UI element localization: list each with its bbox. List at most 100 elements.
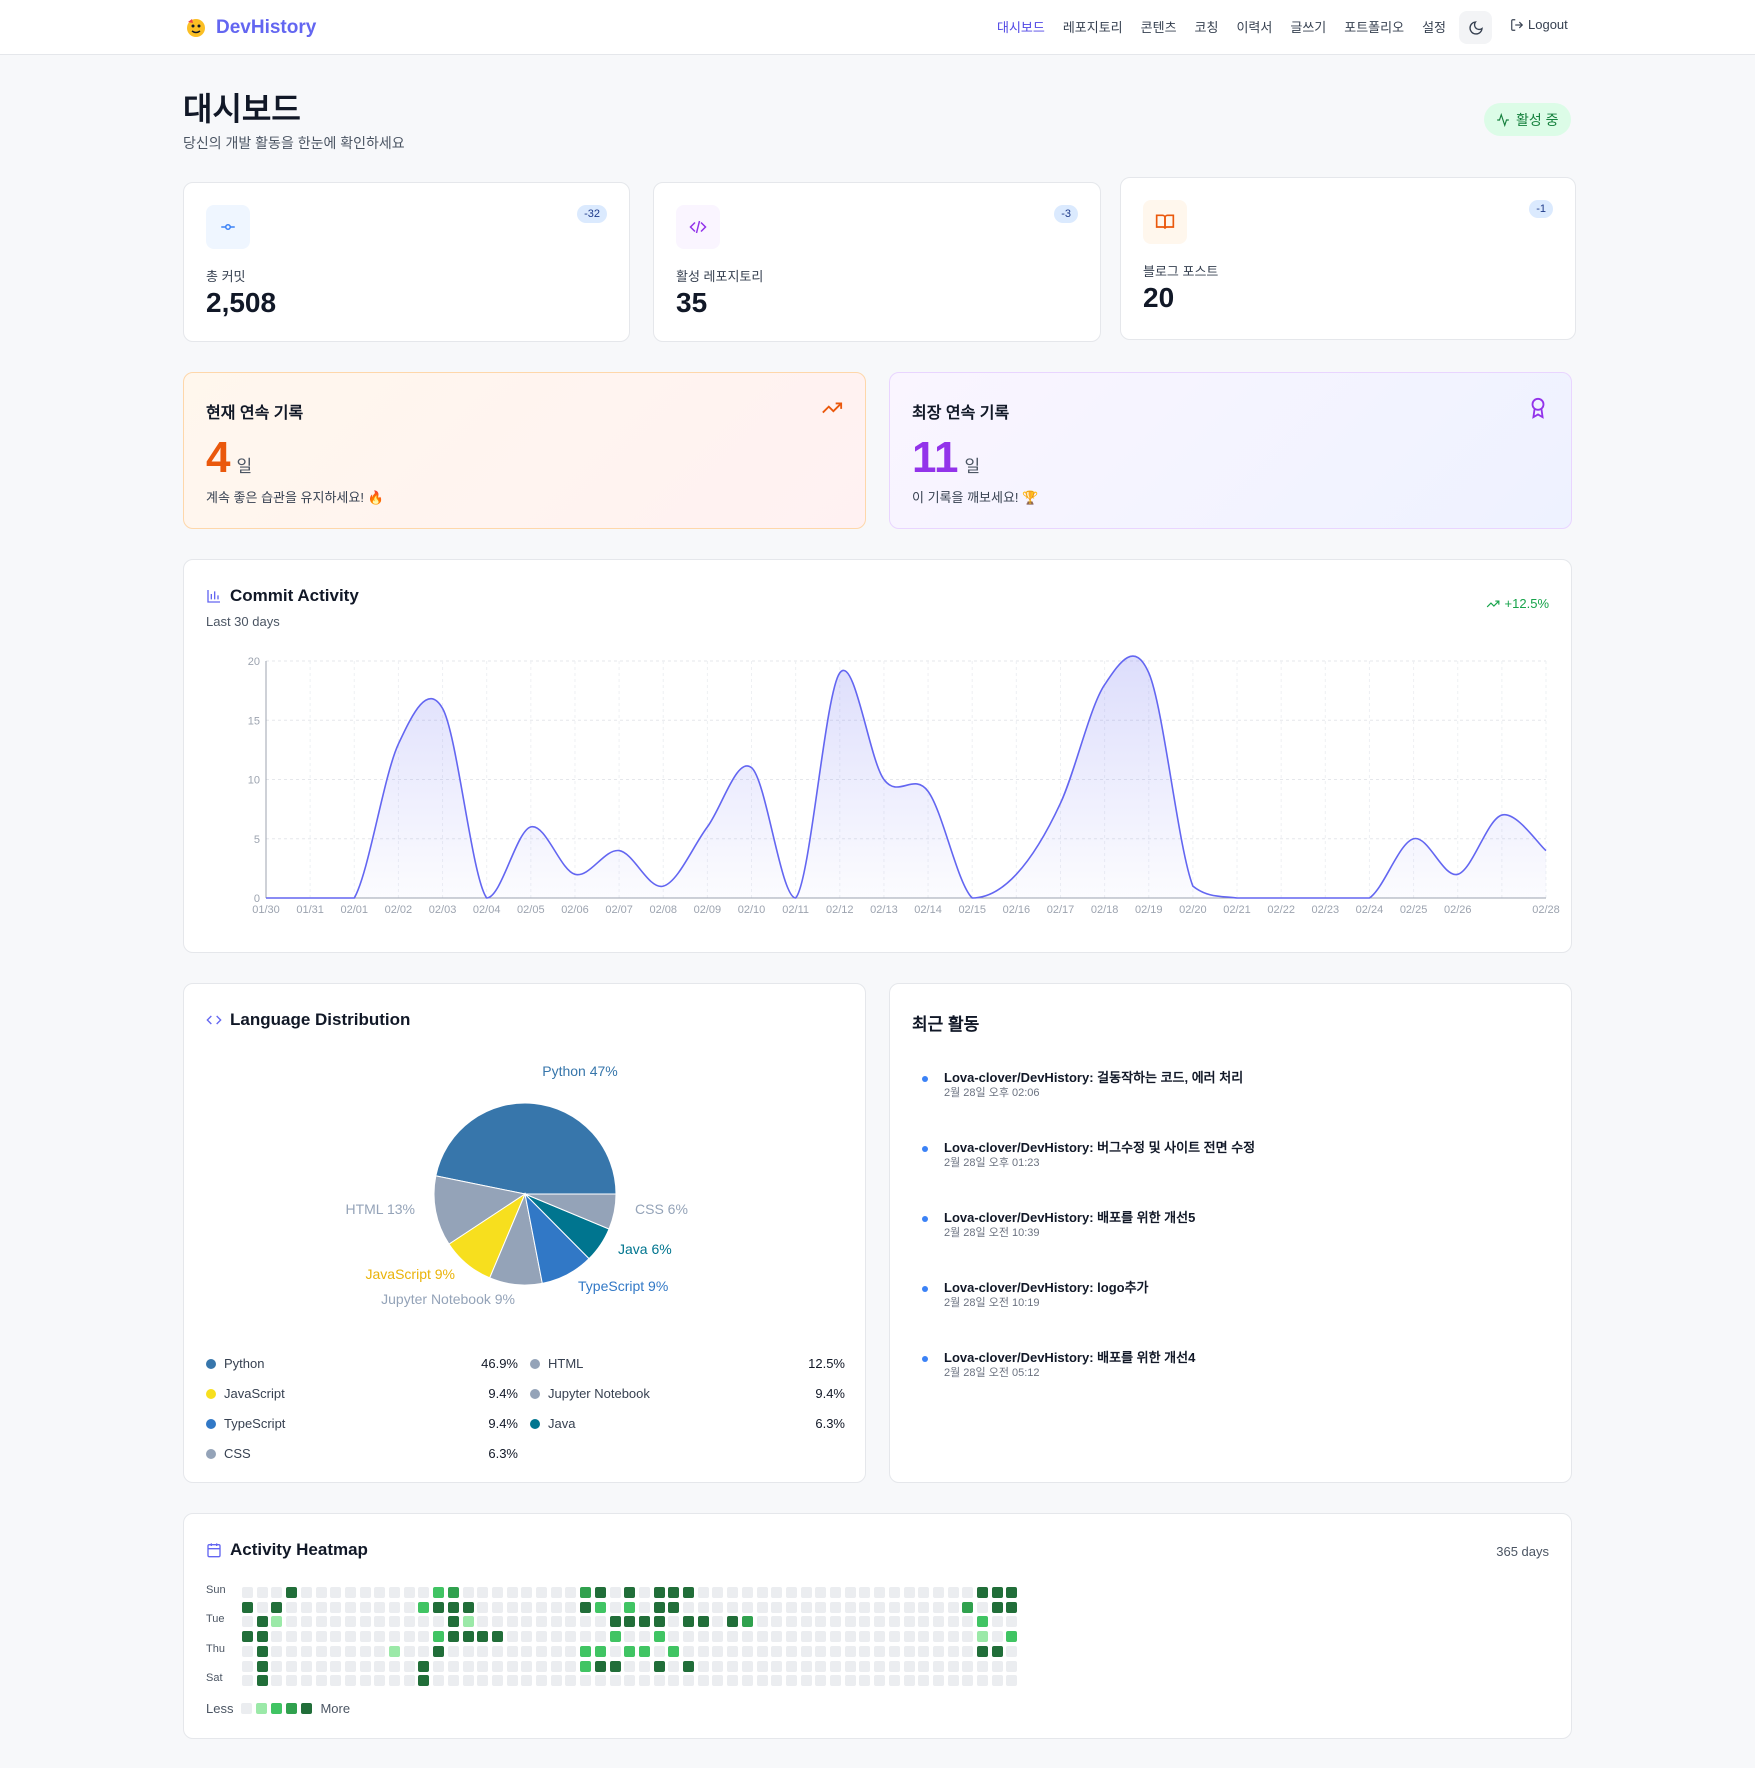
heatmap-cell[interactable] [712, 1601, 724, 1613]
heatmap-cell[interactable] [771, 1587, 783, 1598]
heatmap-cell[interactable] [521, 1601, 533, 1613]
heatmap-cell[interactable] [594, 1616, 606, 1628]
heatmap-cell[interactable] [800, 1601, 812, 1613]
heatmap-cell[interactable] [874, 1587, 886, 1598]
heatmap-cell[interactable] [991, 1660, 1003, 1672]
heatmap-cell[interactable] [359, 1645, 371, 1657]
heatmap-cell[interactable] [609, 1601, 621, 1613]
heatmap-cell[interactable] [815, 1645, 827, 1657]
heatmap-cell[interactable] [903, 1601, 915, 1613]
heatmap-cell[interactable] [727, 1645, 739, 1657]
heatmap-cell[interactable] [785, 1645, 797, 1657]
heatmap-cell[interactable] [741, 1660, 753, 1672]
heatmap-cell[interactable] [888, 1631, 900, 1643]
heatmap-cell[interactable] [256, 1660, 268, 1672]
heatmap-cell[interactable] [962, 1675, 974, 1687]
heatmap-cell[interactable] [991, 1587, 1003, 1598]
heatmap-cell[interactable] [991, 1645, 1003, 1657]
heatmap-cell[interactable] [433, 1660, 445, 1672]
heatmap-cell[interactable] [918, 1587, 930, 1598]
heatmap-cell[interactable] [741, 1616, 753, 1628]
heatmap-cell[interactable] [565, 1645, 577, 1657]
heatmap-cell[interactable] [697, 1601, 709, 1613]
heatmap-cell[interactable] [491, 1587, 503, 1598]
heatmap-cell[interactable] [433, 1601, 445, 1613]
heatmap-cell[interactable] [565, 1616, 577, 1628]
heatmap-cell[interactable] [859, 1587, 871, 1598]
heatmap-cell[interactable] [962, 1631, 974, 1643]
heatmap-cell[interactable] [683, 1587, 694, 1598]
heatmap-cell[interactable] [491, 1616, 503, 1628]
heatmap-cell[interactable] [815, 1616, 827, 1628]
heatmap-cell[interactable] [888, 1587, 900, 1598]
heatmap-cell[interactable] [638, 1601, 650, 1613]
heatmap-cell[interactable] [683, 1675, 694, 1687]
heatmap-cell[interactable] [374, 1675, 386, 1687]
heatmap-cell[interactable] [756, 1675, 768, 1687]
heatmap-cell[interactable] [359, 1587, 371, 1598]
heatmap-cell[interactable] [653, 1601, 665, 1613]
heatmap-cell[interactable] [344, 1601, 356, 1613]
heatmap-cell[interactable] [991, 1616, 1003, 1628]
heatmap-cell[interactable] [815, 1601, 827, 1613]
heatmap-cell[interactable] [315, 1675, 327, 1687]
heatmap-cell[interactable] [550, 1601, 562, 1613]
heatmap-cell[interactable] [683, 1601, 694, 1613]
heatmap-cell[interactable] [741, 1645, 753, 1657]
heatmap-cell[interactable] [330, 1631, 342, 1643]
heatmap-cell[interactable] [536, 1631, 547, 1643]
heatmap-cell[interactable] [1006, 1660, 1018, 1672]
heatmap-cell[interactable] [962, 1645, 974, 1657]
heatmap-cell[interactable] [756, 1631, 768, 1643]
heatmap-cell[interactable] [344, 1645, 356, 1657]
heatmap-cell[interactable] [624, 1631, 636, 1643]
heatmap-cell[interactable] [697, 1631, 709, 1643]
heatmap-cell[interactable] [977, 1631, 988, 1643]
heatmap-cell[interactable] [977, 1616, 988, 1628]
heatmap-cell[interactable] [859, 1631, 871, 1643]
heatmap-cell[interactable] [418, 1675, 430, 1687]
heatmap-cell[interactable] [859, 1660, 871, 1672]
heatmap-cell[interactable] [932, 1645, 944, 1657]
heatmap-cell[interactable] [536, 1587, 547, 1598]
heatmap-cell[interactable] [844, 1660, 856, 1672]
heatmap-cell[interactable] [462, 1587, 474, 1598]
heatmap-cell[interactable] [844, 1616, 856, 1628]
heatmap-cell[interactable] [830, 1601, 841, 1613]
heatmap-cell[interactable] [418, 1660, 430, 1672]
heatmap-cell[interactable] [447, 1675, 459, 1687]
heatmap-cell[interactable] [888, 1616, 900, 1628]
heatmap-cell[interactable] [727, 1587, 739, 1598]
heatmap-cell[interactable] [771, 1631, 783, 1643]
heatmap-cell[interactable] [991, 1675, 1003, 1687]
heatmap-cell[interactable] [771, 1601, 783, 1613]
heatmap-cell[interactable] [477, 1675, 489, 1687]
heatmap-cell[interactable] [962, 1660, 974, 1672]
heatmap-cell[interactable] [315, 1631, 327, 1643]
heatmap-cell[interactable] [859, 1616, 871, 1628]
heatmap-cell[interactable] [638, 1675, 650, 1687]
heatmap-cell[interactable] [300, 1660, 312, 1672]
heatmap-cell[interactable] [756, 1660, 768, 1672]
heatmap-cell[interactable] [286, 1616, 298, 1628]
heatmap-cell[interactable] [300, 1645, 312, 1657]
heatmap-cell[interactable] [565, 1631, 577, 1643]
heatmap-cell[interactable] [638, 1645, 650, 1657]
heatmap-cell[interactable] [785, 1616, 797, 1628]
heatmap-cell[interactable] [315, 1587, 327, 1598]
heatmap-cell[interactable] [403, 1660, 415, 1672]
heatmap-cell[interactable] [491, 1645, 503, 1657]
heatmap-cell[interactable] [653, 1660, 665, 1672]
heatmap-cell[interactable] [462, 1645, 474, 1657]
heatmap-cell[interactable] [433, 1675, 445, 1687]
heatmap-cell[interactable] [918, 1616, 930, 1628]
heatmap-cell[interactable] [697, 1587, 709, 1598]
heatmap-cell[interactable] [903, 1631, 915, 1643]
heatmap-cell[interactable] [580, 1631, 592, 1643]
heatmap-cell[interactable] [594, 1660, 606, 1672]
heatmap-cell[interactable] [359, 1601, 371, 1613]
heatmap-cell[interactable] [771, 1616, 783, 1628]
heatmap-cell[interactable] [286, 1587, 298, 1598]
heatmap-cell[interactable] [697, 1675, 709, 1687]
nav-item-3[interactable]: 코칭 [1194, 20, 1219, 35]
